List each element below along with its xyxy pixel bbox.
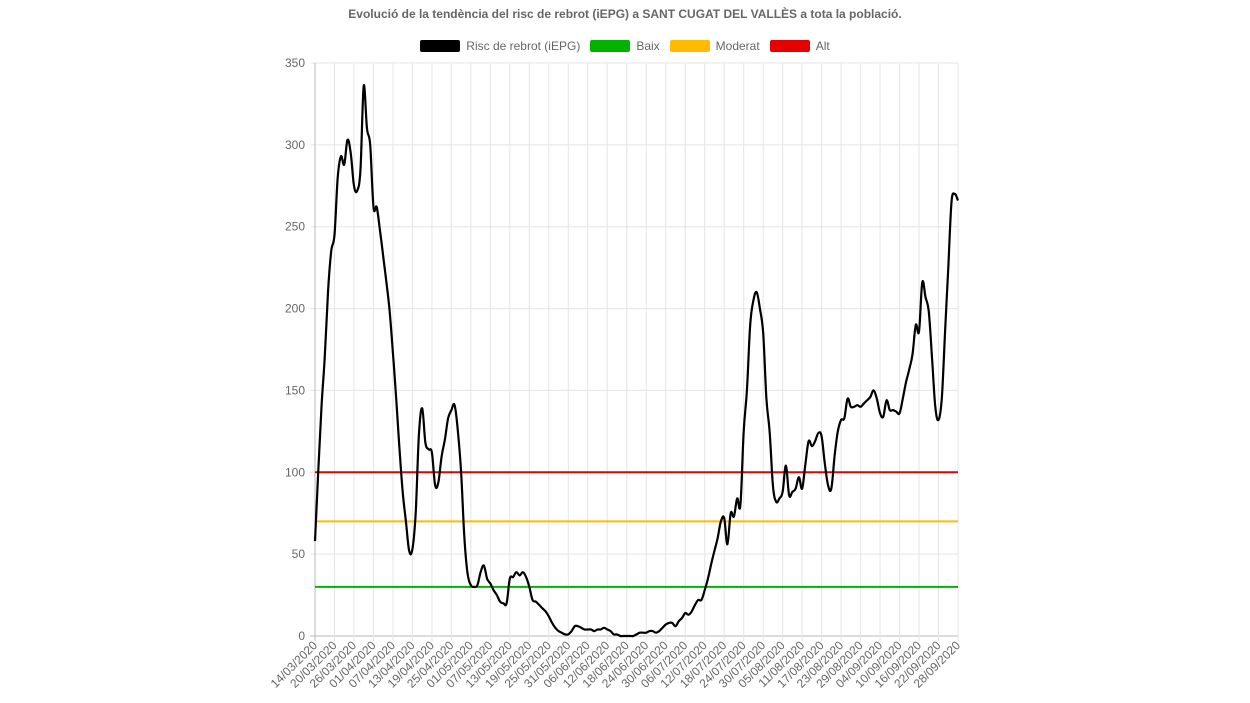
legend-label-iepg: Risc de rebrot (iEPG) [466, 39, 581, 53]
y-tick-label: 150 [285, 383, 305, 397]
legend-swatch-iepg [420, 40, 461, 52]
legend-swatch-moderat [669, 40, 710, 52]
legend-item-iepg[interactable]: Risc de rebrot (iEPG) [420, 39, 580, 53]
y-axis: 0 50 100 150 200 250 300 350 [285, 56, 305, 643]
y-tick-label: 200 [285, 302, 305, 316]
y-tick-label: 350 [285, 56, 305, 70]
y-tick-label: 50 [292, 547, 306, 561]
legend-item-alt[interactable]: Alt [769, 39, 830, 53]
legend-swatch-baix [590, 40, 631, 52]
legend-label-alt: Alt [815, 39, 830, 53]
legend-label-moderat: Moderat [715, 39, 760, 53]
y-tick-label: 250 [285, 220, 305, 234]
legend-swatch-alt [769, 40, 810, 52]
legend: Risc de rebrot (iEPG) Baix Moderat Alt [0, 39, 1250, 53]
legend-item-baix[interactable]: Baix [590, 39, 660, 53]
legend-label-baix: Baix [636, 39, 660, 53]
chart-title: Evolució de la tendència del risc de reb… [348, 7, 902, 21]
y-tick-label: 300 [285, 138, 305, 152]
y-tick-label: 100 [285, 465, 305, 479]
grid [310, 62, 959, 641]
y-tick-label: 0 [298, 629, 305, 643]
x-axis: 14/03/202020/03/202026/03/202001/04/2020… [268, 638, 964, 691]
series-lines [313, 84, 960, 638]
legend-item-moderat[interactable]: Moderat [669, 39, 760, 53]
series-line-iepg [313, 84, 960, 638]
threshold-lines [315, 471, 958, 588]
